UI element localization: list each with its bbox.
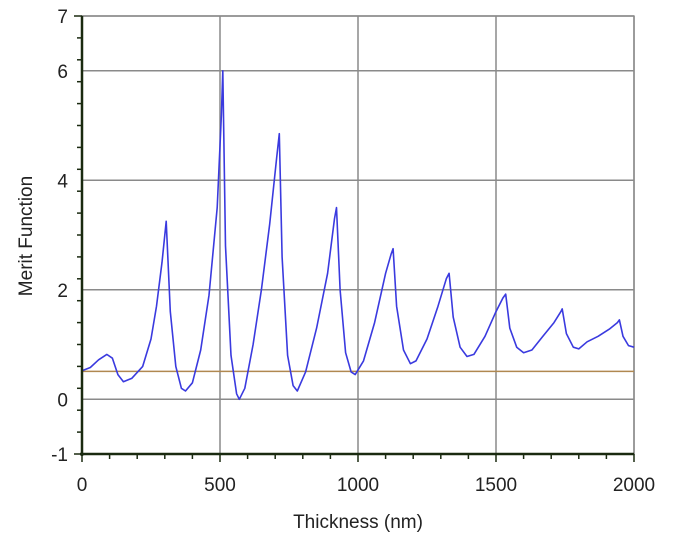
y-tick-label: 7 [57, 7, 68, 28]
gridlines [82, 15, 635, 454]
merit-function-line [81, 70, 635, 401]
y-tick-label: 6 [57, 62, 68, 83]
x-tick-labels: 0 500 1000 1500 2000 [77, 475, 655, 496]
y-tick-label: 0 [57, 390, 68, 411]
x-tick-label: 1500 [475, 475, 517, 496]
data-series [81, 70, 635, 401]
y-tick-labels: -1 0 2 4 6 7 [51, 7, 68, 466]
y-tick-label: -1 [51, 445, 68, 466]
x-tick-label: 2000 [613, 475, 655, 496]
x-axis-title: Thickness (nm) [293, 512, 423, 533]
x-tick-label: 500 [204, 475, 236, 496]
y-tick-label: 2 [57, 281, 68, 302]
y-axis-title: Merit Function [16, 176, 37, 296]
axes [74, 15, 635, 462]
x-tick-label: 1000 [337, 475, 379, 496]
x-tick-label: 0 [77, 475, 88, 496]
y-tick-label: 4 [57, 171, 68, 192]
